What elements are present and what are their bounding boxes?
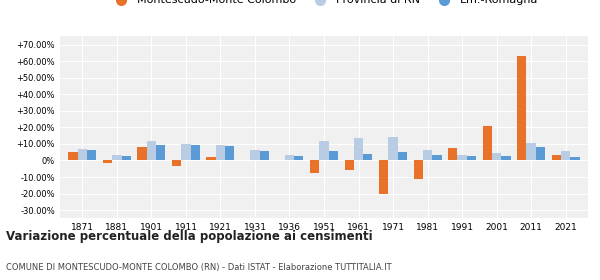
Bar (181, 144, 191, 160)
Bar (147, 141, 156, 160)
Bar (379, 160, 388, 194)
Bar (344, 160, 354, 171)
Bar (78, 149, 87, 160)
Bar (457, 155, 467, 160)
Bar (354, 138, 363, 160)
Bar (526, 143, 536, 160)
Bar (285, 155, 294, 160)
Bar (398, 152, 407, 160)
Bar (156, 145, 166, 160)
Bar (413, 160, 423, 179)
Bar (137, 147, 147, 160)
Bar (501, 156, 511, 160)
Text: COMUNE DI MONTESCUDO-MONTE COLOMBO (RN) - Dati ISTAT - Elaborazione TUTTITALIA.I: COMUNE DI MONTESCUDO-MONTE COLOMBO (RN) … (6, 263, 392, 272)
Bar (482, 126, 492, 160)
Bar (112, 155, 122, 160)
Bar (191, 145, 200, 160)
Bar (536, 147, 545, 160)
Bar (206, 157, 216, 160)
Bar (250, 150, 260, 160)
Bar (87, 150, 97, 160)
Bar (68, 152, 78, 160)
Bar (216, 145, 225, 160)
Bar (551, 155, 561, 160)
Bar (294, 155, 304, 160)
Legend: Montescudo-Monte Colombo, Provincia di RN, Em.-Romagna: Montescudo-Monte Colombo, Provincia di R… (106, 0, 542, 10)
Bar (467, 155, 476, 160)
Bar (517, 56, 526, 160)
Bar (329, 151, 338, 160)
Bar (225, 146, 235, 160)
Bar (260, 151, 269, 160)
Bar (103, 160, 112, 163)
Text: Variazione percentuale della popolazione ai censimenti: Variazione percentuale della popolazione… (6, 230, 373, 242)
Bar (310, 160, 319, 173)
Bar (570, 157, 580, 160)
Bar (448, 148, 457, 160)
Bar (561, 151, 570, 160)
Bar (432, 155, 442, 160)
Bar (492, 153, 501, 160)
Bar (172, 160, 181, 166)
Bar (122, 155, 131, 160)
Bar (423, 150, 432, 160)
Bar (363, 154, 373, 160)
Bar (319, 141, 329, 160)
Bar (388, 137, 398, 160)
